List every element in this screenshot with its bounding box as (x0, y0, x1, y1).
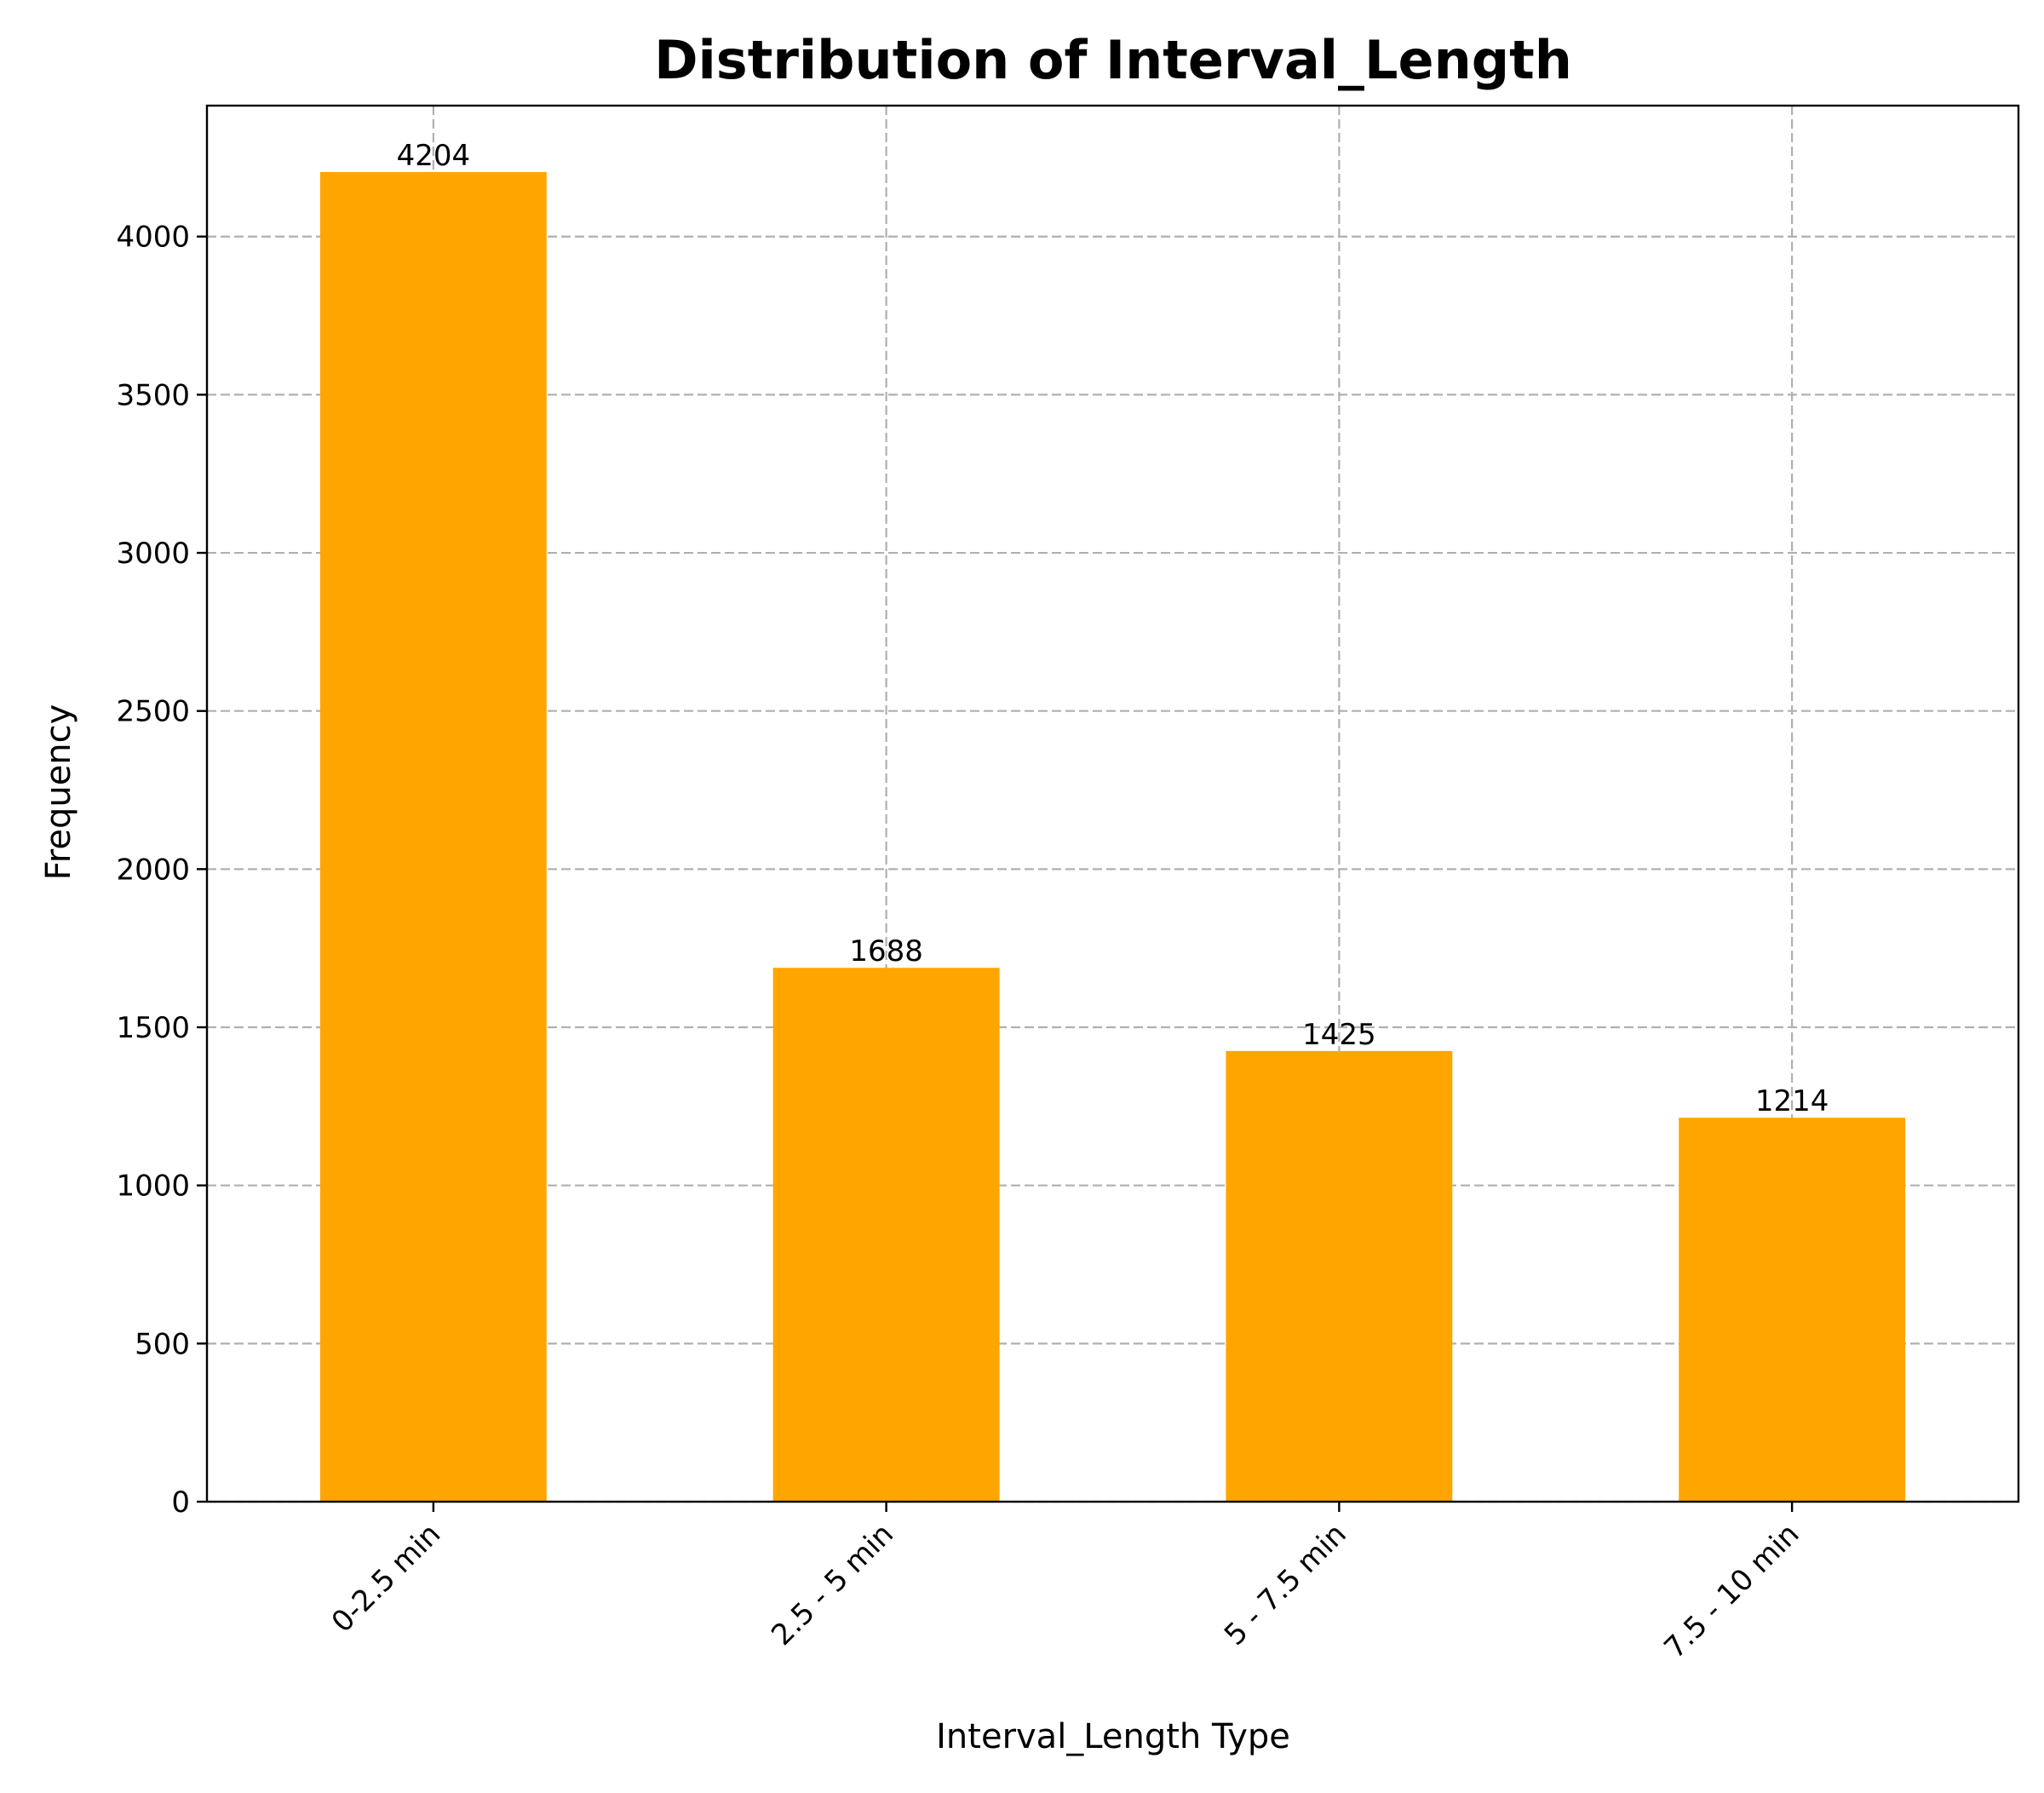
x-axis-label: Interval_Length Type (936, 1717, 1290, 1756)
y-axis: 0 500 1000 1500 2000 2500 3000 3500 4000 (116, 221, 207, 1520)
bar (1226, 1050, 1453, 1502)
bar-value-label: 4204 (397, 139, 471, 173)
bar (319, 171, 547, 1502)
y-tick-label: 3000 (116, 537, 190, 571)
y-tick-label: 2500 (116, 695, 190, 729)
bar-value-label: 1688 (849, 934, 923, 968)
y-tick-label: 1500 (116, 1011, 190, 1045)
y-tick-label: 1000 (116, 1169, 190, 1204)
bar-value-label: 1214 (1755, 1084, 1829, 1118)
x-tick-label: 7.5 - 10 min (1657, 1517, 1806, 1665)
y-axis-label: Frequency (39, 704, 78, 881)
x-tick-label: 5 - 7.5 min (1218, 1517, 1353, 1652)
bar-layer (319, 171, 1906, 1502)
y-tick-label: 500 (135, 1327, 190, 1361)
chart-title: Distribution of Interval_Length (654, 29, 1572, 91)
y-tick-label: 4000 (116, 221, 190, 255)
x-axis: 0-2.5 min 2.5 - 5 min 5 - 7.5 min 7.5 - 10 … (325, 1502, 1806, 1665)
x-tick-label: 2.5 - 5 min (765, 1517, 900, 1652)
x-tick-label: 0-2.5 min (325, 1517, 447, 1639)
data-label-layer: 4204 1688 1425 1214 (397, 139, 1829, 1118)
y-tick-label: 0 (171, 1486, 190, 1520)
bar-value-label: 1425 (1302, 1018, 1376, 1052)
bar (772, 968, 1000, 1502)
plot-frame (205, 104, 2020, 1503)
bar (1679, 1118, 1906, 1502)
y-tick-label: 2000 (116, 853, 190, 887)
y-tick-label: 3500 (116, 378, 190, 412)
